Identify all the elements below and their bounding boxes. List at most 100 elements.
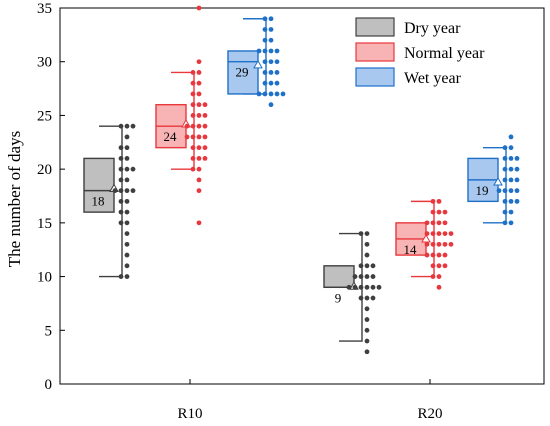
- data-point: [364, 263, 370, 269]
- data-point: [508, 166, 514, 172]
- data-point: [514, 166, 520, 172]
- data-point: [364, 252, 370, 258]
- data-point: [364, 327, 370, 333]
- data-point: [268, 48, 274, 54]
- data-point: [508, 209, 514, 215]
- data-point: [124, 123, 130, 129]
- data-point: [196, 220, 202, 226]
- box-value-label: 18: [92, 194, 105, 209]
- data-point: [118, 198, 124, 204]
- data-point: [364, 295, 370, 301]
- data-point: [502, 166, 508, 172]
- data-point: [262, 37, 268, 43]
- plot-area: [59, 7, 545, 385]
- data-point: [262, 70, 268, 75]
- data-point: [124, 274, 130, 279]
- data-point: [376, 284, 382, 290]
- data-point: [514, 156, 520, 161]
- data-point: [436, 209, 442, 215]
- data-point: [184, 123, 190, 129]
- data-point: [508, 177, 514, 183]
- data-point: [196, 102, 202, 108]
- data-point: [364, 349, 370, 355]
- legend-item: Dry year: [355, 17, 461, 37]
- x-tick-label: R10: [177, 406, 202, 422]
- data-point: [262, 91, 268, 97]
- y-axis-title: The number of days: [5, 131, 24, 267]
- series-normal-year: 24 14: [155, 5, 454, 290]
- data-point: [442, 220, 448, 226]
- data-point: [196, 59, 202, 65]
- data-point: [364, 241, 370, 247]
- plot-border: [59, 7, 545, 385]
- y-tick-label: 15: [37, 216, 52, 232]
- data-point: [430, 198, 436, 204]
- data-point: [508, 198, 514, 204]
- data-point: [442, 231, 448, 237]
- data-point: [190, 156, 196, 161]
- data-point: [502, 220, 508, 226]
- data-point: [514, 198, 520, 204]
- data-point: [502, 156, 508, 161]
- whisker: [171, 71, 195, 170]
- legend-label: Normal year: [404, 45, 485, 62]
- data-point: [124, 252, 130, 258]
- data-point: [190, 134, 196, 140]
- data-point: [262, 48, 268, 54]
- data-point: [118, 156, 124, 161]
- data-point: [502, 198, 508, 204]
- data-point: [370, 295, 376, 301]
- data-point: [358, 284, 364, 290]
- data-point: [436, 263, 442, 269]
- data-point: [370, 263, 376, 269]
- y-tick-label: 30: [37, 55, 52, 71]
- mean-marker: [253, 59, 263, 69]
- data-point: [118, 177, 124, 183]
- data-point: [436, 220, 442, 226]
- data-point: [196, 134, 202, 140]
- data-point: [118, 188, 124, 194]
- data-point: [268, 27, 274, 32]
- data-point: [442, 209, 448, 215]
- data-point: [196, 188, 202, 194]
- data-point: [124, 188, 130, 194]
- mean-marker: [421, 233, 431, 243]
- legend-label: Dry year: [404, 20, 461, 37]
- data-point: [124, 198, 130, 204]
- data-point: [430, 241, 436, 247]
- data-point: [256, 91, 262, 97]
- data-point: [202, 113, 208, 118]
- data-point: [436, 274, 442, 279]
- legend-swatch: [355, 67, 395, 87]
- data-point: [124, 134, 130, 140]
- data-point: [268, 91, 274, 97]
- data-point: [346, 284, 352, 290]
- data-point: [262, 80, 268, 86]
- data-point: [118, 274, 124, 279]
- data-point: [436, 252, 442, 258]
- data-point: [196, 5, 202, 11]
- box-value-label: 29: [236, 65, 249, 80]
- y-tick-label: 35: [37, 1, 52, 17]
- data-point: [202, 102, 208, 108]
- data-point: [370, 274, 376, 279]
- data-point: [202, 123, 208, 129]
- data-point: [262, 16, 268, 22]
- box-value-label: 24: [164, 129, 178, 144]
- data-point: [358, 263, 364, 269]
- y-tick-label: 10: [37, 270, 52, 286]
- data-point: [430, 220, 436, 226]
- data-point: [190, 123, 196, 129]
- data-point: [364, 306, 370, 312]
- data-point: [268, 59, 274, 65]
- data-point: [124, 241, 130, 247]
- data-point: [274, 70, 280, 75]
- data-point: [508, 156, 514, 161]
- data-point: [508, 134, 514, 140]
- data-point: [196, 70, 202, 75]
- box: [323, 265, 355, 289]
- data-point: [190, 80, 196, 86]
- data-point: [196, 80, 202, 86]
- data-point: [364, 231, 370, 237]
- data-point: [262, 27, 268, 32]
